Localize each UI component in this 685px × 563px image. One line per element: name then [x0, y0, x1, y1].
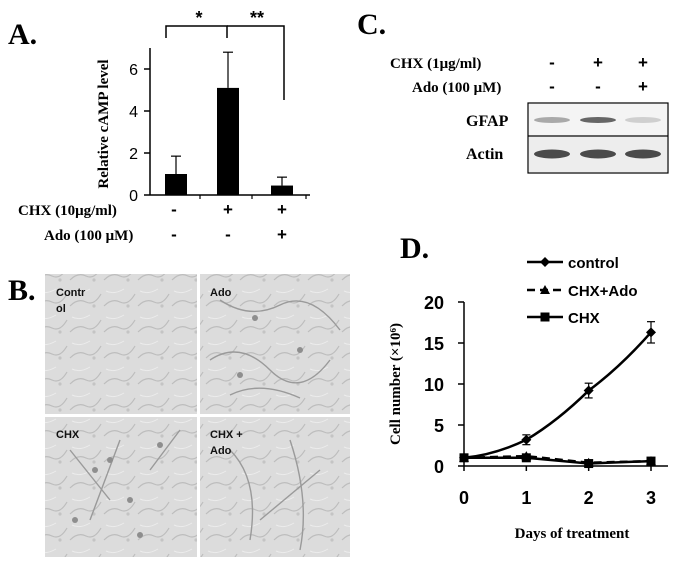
- cAMP-condition-ado-label: Ado (100 μM): [44, 228, 133, 244]
- cell-texture-strokes: [69, 299, 341, 551]
- cell-x-axis-label: Days of treatment: [515, 526, 630, 542]
- micrograph-chx-label: CHX: [56, 429, 80, 441]
- blot-band: [534, 149, 570, 159]
- micrograph-ado: [200, 274, 350, 414]
- series-point-diamond: [646, 327, 656, 338]
- cell-legend: control CHX+Ado CHX: [527, 255, 638, 327]
- cAMP-y-tick-label: 2: [129, 146, 138, 163]
- cell-y-tick-label: 20: [424, 293, 444, 313]
- micrograph-control: [45, 274, 197, 414]
- significance-bracket-2: [227, 25, 285, 100]
- panel-label-d: D.: [400, 232, 429, 265]
- series-point-diamond: [459, 452, 469, 463]
- western-blot-panel: CHX (1μg/ml) Ado (100 μM) - + + - - + GF…: [390, 53, 669, 174]
- significance-star-2: **: [250, 8, 264, 28]
- cell-bodies: [72, 315, 303, 538]
- cell-y-tick-label: 15: [424, 334, 444, 354]
- blot-chx-sign-1: -: [549, 53, 555, 72]
- blot-condition-chx-label: CHX (1μg/ml): [390, 56, 481, 72]
- cAMP-bar: [217, 87, 239, 195]
- cAMP-y-axis-label: Relative cAMP level: [96, 59, 112, 188]
- cell-number-line-chart: Cell number (×10⁶) Days of treatment 0 5 1…: [388, 255, 668, 542]
- blot-label-actin: Actin: [466, 146, 503, 163]
- series-line-control: [463, 331, 652, 460]
- series-point-diamond: [583, 385, 594, 396]
- cAMP-ado-sign-3: +: [277, 225, 287, 244]
- blot-band: [580, 117, 616, 123]
- panel-label-b: B.: [8, 274, 36, 307]
- cAMP-y-ticks: 0 2 4 6: [129, 62, 150, 205]
- cell-x-tick-label: 3: [646, 488, 656, 508]
- cell-x-tick-label: 2: [584, 488, 594, 508]
- cell-y-tick-label: 5: [434, 416, 444, 436]
- cAMP-chx-sign-3: +: [277, 200, 287, 219]
- blot-band: [625, 149, 661, 159]
- legend-label: control: [568, 255, 619, 272]
- significance-bracket-1: [165, 25, 228, 38]
- cell-ticks: 0 5 10 15 20 0 1 2 3: [424, 293, 656, 508]
- micrograph-grid: Contr ol Ado CHX CHX + Ado: [45, 274, 350, 557]
- cAMP-bar: [165, 174, 187, 195]
- blot-band: [580, 149, 616, 159]
- blot-chx-sign-2: +: [593, 53, 603, 72]
- blot-ado-sign-3: +: [638, 77, 648, 96]
- blot-condition-ado-label: Ado (100 μM): [412, 80, 501, 96]
- blot-band: [534, 117, 570, 123]
- micrograph-chx-ado-label-1: CHX +: [210, 429, 243, 441]
- legend-marker-triangle: [540, 285, 550, 294]
- cell-x-tick-label: 0: [459, 488, 469, 508]
- cAMP-ado-sign-2: -: [225, 225, 231, 244]
- cAMP-chx-sign-1: -: [171, 200, 177, 219]
- cell-series: [459, 321, 656, 469]
- series-point-square: [521, 453, 531, 463]
- cAMP-y-tick-label: 0: [129, 188, 138, 205]
- cAMP-condition-chx-label: CHX (10μg/ml): [18, 203, 117, 219]
- cAMP-y-tick-label: 4: [129, 104, 138, 121]
- legend-label: CHX+Ado: [568, 283, 638, 300]
- cAMP-bar-chart: Relative cAMP level 0 2 4 6 * ** CHX (10μg/…: [18, 8, 310, 244]
- micrograph-control-label-2: ol: [56, 303, 66, 315]
- cAMP-bar: [271, 185, 293, 195]
- cAMP-bars: [165, 51, 307, 199]
- legend-marker-square: [540, 312, 550, 322]
- cAMP-ado-sign-1: -: [171, 225, 177, 244]
- micrograph-control-label-1: Contr: [56, 287, 86, 299]
- cAMP-chx-sign-2: +: [223, 200, 233, 219]
- series-point-square: [584, 459, 594, 469]
- micrograph-chx-ado-label-2: Ado: [210, 445, 232, 457]
- blot-bands: [534, 117, 661, 159]
- blot-band: [625, 117, 661, 123]
- blot-ado-sign-2: -: [595, 77, 601, 96]
- series-point-square: [646, 456, 656, 466]
- panel-label-a: A.: [8, 18, 37, 51]
- cell-y-tick-label: 0: [434, 457, 444, 477]
- cell-y-tick-label: 10: [424, 375, 444, 395]
- legend-label: CHX: [568, 310, 600, 327]
- cell-x-tick-label: 1: [521, 488, 531, 508]
- legend-marker-diamond: [540, 257, 550, 267]
- series-point-diamond: [521, 434, 532, 445]
- cell-y-axis-label: Cell number (×10⁶): [388, 323, 404, 445]
- blot-ado-sign-1: -: [549, 77, 555, 96]
- micrograph-chx-ado: [200, 417, 350, 557]
- series-line-chx: [464, 456, 652, 465]
- significance-star-1: *: [195, 8, 202, 28]
- panel-label-c: C.: [357, 8, 386, 41]
- micrograph-ado-label: Ado: [210, 287, 232, 299]
- blot-label-gfap: GFAP: [466, 113, 509, 130]
- cAMP-y-tick-label: 6: [129, 62, 138, 79]
- blot-chx-sign-3: +: [638, 53, 648, 72]
